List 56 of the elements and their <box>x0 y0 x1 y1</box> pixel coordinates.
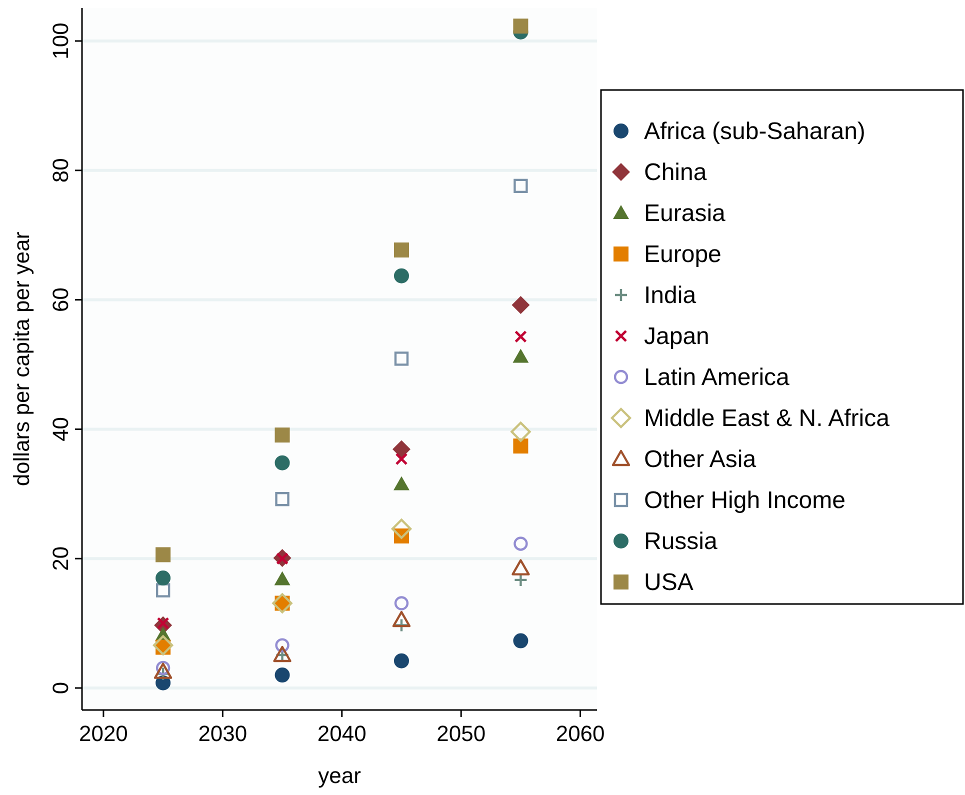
point <box>391 518 412 539</box>
legend-label: Japan <box>644 323 710 350</box>
x-tick-label: 2020 <box>78 721 128 746</box>
point <box>513 633 528 648</box>
legend-label: Eurasia <box>644 200 726 227</box>
point <box>394 268 409 284</box>
point <box>394 352 409 366</box>
x-axis-title: year <box>318 763 361 788</box>
point <box>393 476 410 490</box>
point <box>274 668 290 683</box>
point <box>274 455 290 470</box>
y-tick-label: 20 <box>48 546 73 571</box>
y-tick-label: 80 <box>48 158 73 183</box>
point <box>156 547 171 562</box>
point <box>275 492 290 506</box>
y-axis-title: dollars per capita per year <box>9 232 34 486</box>
point <box>514 330 527 343</box>
y-tick-label: 40 <box>48 416 73 442</box>
legend-label: Russia <box>644 528 718 555</box>
legend-label: India <box>644 282 697 309</box>
legend-label: Latin America <box>644 364 790 391</box>
point <box>512 559 530 576</box>
point <box>395 452 408 466</box>
point <box>392 610 411 628</box>
x-tick-label: 2030 <box>198 721 248 746</box>
point <box>512 296 530 314</box>
y-tick-label: 60 <box>48 288 73 312</box>
point <box>513 438 528 454</box>
x-tick-label: 2040 <box>317 721 366 746</box>
x-tick-label: 2050 <box>436 721 486 746</box>
x-tick-label: 2060 <box>556 721 605 746</box>
point <box>275 638 290 652</box>
point <box>156 570 171 586</box>
legend-label: Other High Income <box>644 487 846 514</box>
y-tick-label: 0 <box>48 682 73 694</box>
legend-label: Other Asia <box>644 446 757 473</box>
point <box>274 428 290 443</box>
point <box>394 242 409 258</box>
point <box>514 178 528 194</box>
y-tick-label: 100 <box>48 22 73 60</box>
point <box>513 18 528 34</box>
point <box>394 596 409 610</box>
point <box>512 348 529 363</box>
point <box>392 440 410 458</box>
point <box>274 571 290 586</box>
legend-label: Africa (sub-Saharan) <box>644 118 866 145</box>
legend-label: Europe <box>644 241 722 268</box>
point <box>394 653 409 668</box>
point <box>152 635 174 656</box>
point <box>156 583 170 598</box>
point <box>154 662 172 679</box>
point <box>510 422 531 442</box>
point <box>514 536 528 551</box>
legend-label: China <box>644 159 708 186</box>
legend-label: USA <box>644 569 694 596</box>
legend-label: Middle East & N. Africa <box>644 405 890 432</box>
